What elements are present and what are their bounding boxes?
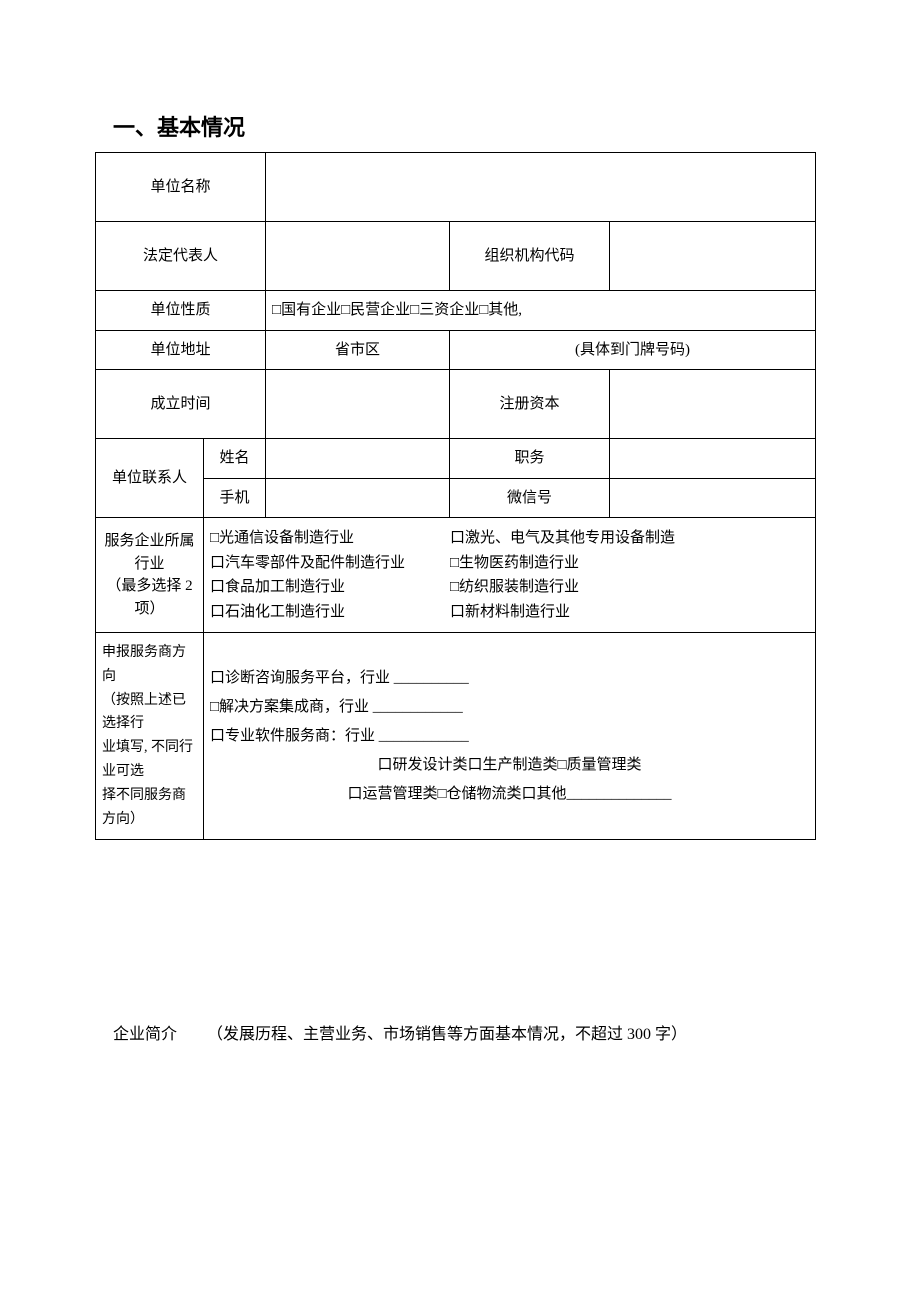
industry-opt-laser[interactable]: 口激光、电气及其他专用设备制造 [450,527,675,550]
label-unit-name: 单位名称 [96,153,266,222]
label-contact-title: 职务 [450,439,610,479]
label-unit-addr: 单位地址 [96,330,266,370]
field-unit-type[interactable]: □国有企业□民营企业□三资企业□其他, [266,291,816,331]
industry-opt-food[interactable]: 口食品加工制造行业 [210,576,410,599]
svc-opt-consult[interactable]: 口诊断咨询服务平台，行业 __________ [210,664,809,693]
svc-dir-l2: （按照上述已选择行 [102,693,186,732]
label-contact-mobile: 手机 [204,478,266,518]
industry-opt-new-materials[interactable]: 口新材料制造行业 [450,601,570,624]
field-addr-region[interactable]: 省市区 [266,330,450,370]
industry-opt-auto-parts[interactable]: 口汽车零部件及配件制造行业 [210,552,410,575]
field-legal-rep[interactable] [266,222,450,291]
label-legal-rep: 法定代表人 [96,222,266,291]
field-contact-name[interactable] [266,439,450,479]
label-industry-l1: 服务企业所属行业 [104,533,194,572]
svc-dir-l3: 业填写, 不同行业可选 [102,740,193,779]
label-industry: 服务企业所属行业 （最多选择 2 项） [96,518,204,633]
field-service-direction[interactable]: 口诊断咨询服务平台，行业 __________ □解决方案集成商，行业 ____… [204,633,816,840]
label-contact-wechat: 微信号 [450,478,610,518]
label-contact: 单位联系人 [96,439,204,518]
industry-opt-biopharma[interactable]: □生物医药制造行业 [450,552,579,575]
field-contact-wechat[interactable] [610,478,816,518]
basic-info-table: 单位名称 法定代表人 组织机构代码 单位性质 □国有企业□民营企业□三资企业□其… [95,152,816,840]
industry-opt-optical[interactable]: □光通信设备制造行业 [210,527,410,550]
label-founded: 成立时间 [96,370,266,439]
field-unit-name[interactable] [266,153,816,222]
field-addr-detail[interactable]: (具体到门牌号码) [450,330,816,370]
label-company-intro: 企业简介 [113,1020,177,1044]
field-contact-mobile[interactable] [266,478,450,518]
svc-dir-l4: 择不同服务商方向） [102,788,186,827]
industry-opt-textile[interactable]: □纺织服装制造行业 [450,576,579,599]
label-org-code: 组织机构代码 [450,222,610,291]
label-reg-capital: 注册资本 [450,370,610,439]
field-reg-capital[interactable] [610,370,816,439]
svc-opt-category-1[interactable]: 口研发设计类口生产制造类□质量管理类 [210,751,809,780]
company-intro-note: （发展历程、主营业务、市场销售等方面基本情况，不超过 300 字） [207,1020,687,1044]
industry-opt-petrochem[interactable]: 口石油化工制造行业 [210,601,410,624]
label-industry-l2: （最多选择 2 项） [106,578,192,617]
field-org-code[interactable] [610,222,816,291]
company-intro-row: 企业简介 （发展历程、主营业务、市场销售等方面基本情况，不超过 300 字） [95,1020,825,1044]
label-contact-name: 姓名 [204,439,266,479]
svc-opt-integrator[interactable]: □解决方案集成商，行业 ____________ [210,693,809,722]
field-industry-options[interactable]: □光通信设备制造行业 口激光、电气及其他专用设备制造 口汽车零部件及配件制造行业… [204,518,816,633]
section-heading: 一、基本情况 [95,110,825,142]
svc-opt-category-2[interactable]: 口运营管理类□仓储物流类口其他______________ [210,780,809,809]
svc-dir-l1: 申报服务商方向 [102,645,186,684]
svc-opt-software[interactable]: 口专业软件服务商：行业 ____________ [210,722,809,751]
field-founded[interactable] [266,370,450,439]
label-service-direction: 申报服务商方向 （按照上述已选择行 业填写, 不同行业可选 择不同服务商方向） [96,633,204,840]
label-unit-type: 单位性质 [96,291,266,331]
field-contact-title[interactable] [610,439,816,479]
